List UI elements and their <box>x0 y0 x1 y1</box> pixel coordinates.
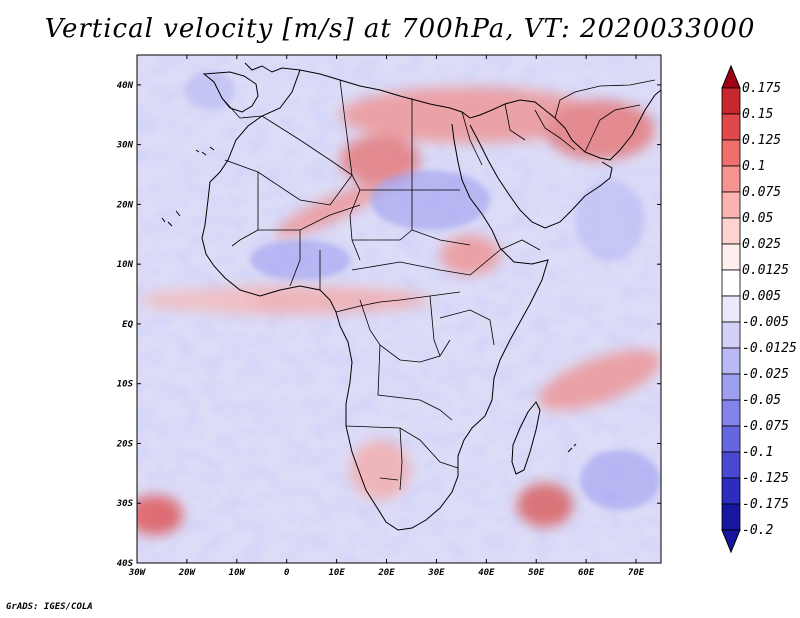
colorbar-level-label: 0.0125 <box>742 263 789 278</box>
lat-tick-label: 20N <box>116 200 134 210</box>
lat-tick-label: 40N <box>117 81 134 91</box>
colorbar-swatch <box>721 191 741 219</box>
colorbar-level-label: -0.1 <box>742 445 773 460</box>
colorbar-arrow-top <box>721 64 741 89</box>
colorbar-arrow-bottom <box>721 529 741 554</box>
lon-tick-label: 30W <box>128 568 147 578</box>
colorbar-swatch <box>721 217 741 245</box>
colorbar-swatch <box>721 165 741 193</box>
colorbar-swatch <box>721 321 741 349</box>
lon-tick-label: 20W <box>178 568 197 578</box>
colorbar-swatch <box>721 269 741 297</box>
lat-tick-label: 20S <box>116 439 134 449</box>
lat-tick-label: EQ <box>122 320 133 330</box>
lat-tick-label: 40S <box>117 559 134 569</box>
colorbar-level-label: -0.05 <box>742 393 781 408</box>
colorbar-swatch <box>721 139 741 167</box>
map-frame <box>136 54 662 564</box>
lon-tick-label: 70E <box>628 568 645 578</box>
colorbar-level-label: -0.175 <box>742 497 789 512</box>
colorbar-level-label: -0.005 <box>742 315 789 330</box>
country-borders <box>221 79 656 491</box>
colorbar-level-label: -0.2 <box>742 523 773 538</box>
lon-tick-label: 0 <box>284 568 290 578</box>
colorbar-level-label: -0.125 <box>742 471 789 486</box>
lat-tick-label: 30N <box>116 141 134 151</box>
colorbar-level-label: 0.175 <box>742 81 781 96</box>
colorbar-level-label: 0.075 <box>742 185 781 200</box>
coastline <box>161 62 661 531</box>
lon-tick-label: 10E <box>328 568 345 578</box>
lon-tick-label: 30E <box>427 568 445 578</box>
colorbar-swatch <box>721 295 741 323</box>
lon-tick-label: 20E <box>377 568 395 578</box>
lon-tick-label: 40E <box>478 568 495 578</box>
map-title: Vertical velocity [m/s] at 700hPa, VT: 2… <box>44 14 756 44</box>
colorbar-swatch <box>721 477 741 505</box>
colorbar-swatch <box>721 425 741 453</box>
colorbar-level-label: -0.075 <box>742 419 789 434</box>
colorbar-level-label: 0.15 <box>742 107 773 122</box>
colorbar-level-label: -0.0125 <box>742 341 797 356</box>
colorbar-swatch <box>721 243 741 271</box>
lon-tick-label: 50E <box>528 568 545 578</box>
velocity-field <box>137 55 661 563</box>
lat-tick-label: 10S <box>117 380 134 390</box>
colorbar-swatch <box>721 347 741 375</box>
lon-tick-label: 60E <box>578 568 595 578</box>
colorbar-level-label: 0.125 <box>742 133 781 148</box>
colorbar-swatch <box>721 113 741 141</box>
colorbar-swatch <box>721 399 741 427</box>
colorbar: 0.175 0.15 0.125 0.1 0.075 0.05 0.025 0.0125 0.0… <box>721 64 797 554</box>
colorbar-swatch <box>721 87 741 115</box>
colorbar-swatch <box>721 373 741 401</box>
lat-tick-label: 10N <box>117 260 134 270</box>
colorbar-swatch <box>721 451 741 479</box>
colorbar-level-label: -0.025 <box>742 367 789 382</box>
lat-tick-label: 30S <box>116 499 134 509</box>
colorbar-level-label: 0.05 <box>742 211 773 226</box>
axis-ticks: 30W 20W 10W 0 10E 20E 30E 40E 50E 60E 70E 40N 30N 20N… <box>116 55 661 578</box>
footer-credit: GrADS: IGES/COLA <box>6 602 93 612</box>
colorbar-swatch <box>721 503 741 531</box>
colorbar-level-label: 0.1 <box>742 159 765 174</box>
lon-tick-label: 10W <box>229 568 247 578</box>
colorbar-level-label: 0.005 <box>742 289 781 304</box>
colorbar-level-label: 0.025 <box>742 237 781 252</box>
